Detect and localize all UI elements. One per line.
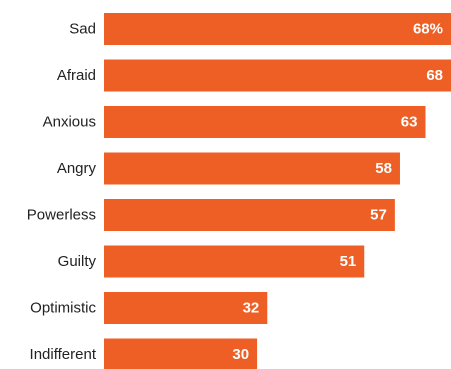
bar: [104, 152, 400, 185]
category-label: Angry: [57, 160, 97, 177]
value-label: 58: [375, 160, 392, 177]
bar: [104, 59, 451, 92]
bar: [104, 13, 451, 45]
value-label: 68: [426, 67, 443, 84]
category-label: Powerless: [27, 207, 96, 224]
category-label: Anxious: [43, 114, 96, 131]
bar: [104, 106, 426, 138]
category-label: Afraid: [57, 67, 96, 84]
value-label: 63: [401, 114, 418, 131]
category-label: Indifferent: [30, 346, 97, 363]
value-label: 32: [243, 300, 260, 317]
bar: [104, 292, 268, 324]
value-label: 51: [340, 253, 357, 270]
bar: [104, 338, 258, 369]
value-label: 30: [232, 346, 249, 363]
category-label: Guilty: [58, 253, 97, 270]
category-label: Optimistic: [30, 300, 96, 317]
category-label: Sad: [69, 21, 96, 38]
bar: [104, 245, 365, 278]
bar: [104, 199, 395, 231]
value-label: 68%: [413, 21, 443, 38]
value-label: 57: [370, 207, 387, 224]
